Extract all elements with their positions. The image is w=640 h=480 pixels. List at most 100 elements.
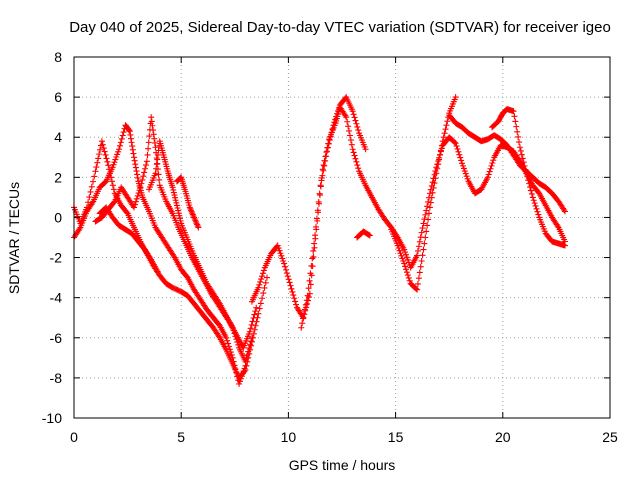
data-point [172, 194, 179, 201]
data-point [438, 142, 445, 149]
data-point [324, 144, 331, 151]
data-point [95, 155, 102, 162]
data-point [127, 135, 134, 142]
data-point [252, 322, 259, 329]
data-point [312, 223, 319, 230]
y-tick-label: 2 [54, 169, 62, 185]
data-point [534, 208, 541, 215]
data-point [511, 113, 518, 120]
data-point [404, 256, 411, 263]
data-point [326, 137, 333, 144]
data-point [527, 187, 534, 194]
data-point [398, 252, 405, 259]
data-point [426, 204, 433, 211]
data-point [462, 170, 469, 177]
data-point [110, 199, 117, 206]
data-point [224, 337, 231, 344]
data-point [423, 228, 430, 235]
data-point [535, 211, 542, 218]
data-point [109, 182, 116, 189]
data-point [308, 262, 315, 269]
data-point [394, 242, 401, 249]
data-point [488, 162, 495, 169]
data-series [489, 106, 568, 249]
data-point [116, 142, 123, 149]
data-point [262, 279, 269, 286]
data-point [192, 218, 199, 225]
data-point [451, 139, 458, 146]
data-point [352, 155, 359, 162]
data-point [191, 214, 198, 221]
data-point [344, 118, 351, 125]
data-point [490, 157, 497, 164]
data-point [416, 269, 423, 276]
data-point [415, 243, 422, 250]
data-point [232, 366, 239, 373]
data-point [516, 139, 523, 146]
data-point [530, 197, 537, 204]
data-point [524, 173, 531, 180]
data-point [317, 182, 324, 189]
data-point [401, 246, 408, 253]
data-point [188, 207, 195, 214]
data-point [126, 128, 133, 135]
data-point [353, 120, 360, 127]
data-point [365, 231, 372, 238]
data-point [169, 184, 176, 191]
data-point [252, 308, 259, 315]
data-point [305, 294, 312, 301]
data-point [282, 266, 289, 273]
data-point [248, 321, 255, 328]
data-point [110, 161, 117, 168]
data-point [76, 225, 83, 232]
data-point [143, 158, 150, 165]
data-point [342, 112, 349, 119]
data-point [215, 299, 222, 306]
x-axis-label: GPS time / hours [289, 457, 396, 473]
data-point [561, 242, 568, 249]
data-point [259, 270, 266, 277]
data-point [425, 198, 432, 205]
data-point [193, 220, 200, 227]
data-point [526, 180, 533, 187]
data-point [152, 144, 159, 151]
data-point [421, 240, 428, 247]
data-point [144, 151, 151, 158]
data-point [315, 198, 322, 205]
data-point [352, 117, 359, 124]
data-point [484, 174, 491, 181]
data-point [244, 351, 251, 358]
x-tick-label: 5 [177, 429, 185, 445]
data-series [71, 122, 249, 387]
data-point [91, 173, 98, 180]
y-tick-label: 6 [54, 89, 62, 105]
data-point [423, 207, 430, 214]
data-point [246, 328, 253, 335]
data-point [215, 333, 222, 340]
data-point [310, 253, 317, 260]
data-point [255, 310, 262, 317]
data-point [514, 128, 521, 135]
data-point [424, 203, 431, 210]
data-point [309, 255, 316, 262]
data-point [115, 148, 122, 155]
data-point [321, 162, 328, 169]
data-point [283, 270, 290, 277]
data-point [402, 249, 409, 256]
data-point [260, 290, 267, 297]
data-point [458, 157, 465, 164]
data-point [186, 204, 193, 211]
data-point [225, 340, 232, 347]
data-point [87, 188, 94, 195]
data-point [561, 208, 568, 215]
data-point [419, 252, 426, 259]
data-point [129, 143, 136, 150]
data-point [256, 305, 263, 312]
y-tick-label: 0 [54, 209, 62, 225]
data-point [257, 278, 264, 285]
data-point [100, 145, 107, 152]
data-point [153, 161, 160, 168]
data-point [331, 119, 338, 126]
data-point [226, 346, 233, 353]
